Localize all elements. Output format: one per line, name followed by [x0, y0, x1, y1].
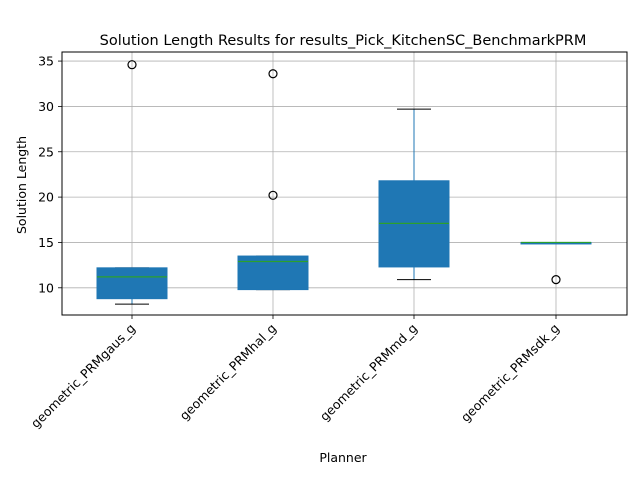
- y-tick-label: 25: [38, 144, 54, 159]
- y-tick-label: 35: [38, 54, 54, 69]
- y-tick-label: 15: [38, 235, 54, 250]
- outlier-point: [551, 275, 561, 285]
- box-body: [96, 267, 168, 300]
- outlier-point: [268, 190, 278, 200]
- grid-lines: [62, 52, 627, 315]
- y-tick-label: 30: [38, 99, 54, 114]
- boxes-layer: [96, 60, 592, 305]
- x-axis-label: Planner: [319, 450, 367, 465]
- y-tick-label: 20: [38, 190, 54, 205]
- y-axis: 10 15 20 25 30 35: [38, 54, 62, 295]
- box-group: [237, 69, 309, 291]
- plot-frame: [61, 51, 628, 316]
- outlier-point: [127, 60, 137, 70]
- box-group: [520, 241, 592, 285]
- y-tick-label: 10: [38, 280, 54, 295]
- box-group: [378, 108, 450, 281]
- chart-title: Solution Length Results for results_Pick…: [100, 33, 587, 49]
- y-axis-label: Solution Length: [14, 136, 29, 234]
- box-group: [96, 60, 168, 305]
- outlier-point: [268, 69, 278, 79]
